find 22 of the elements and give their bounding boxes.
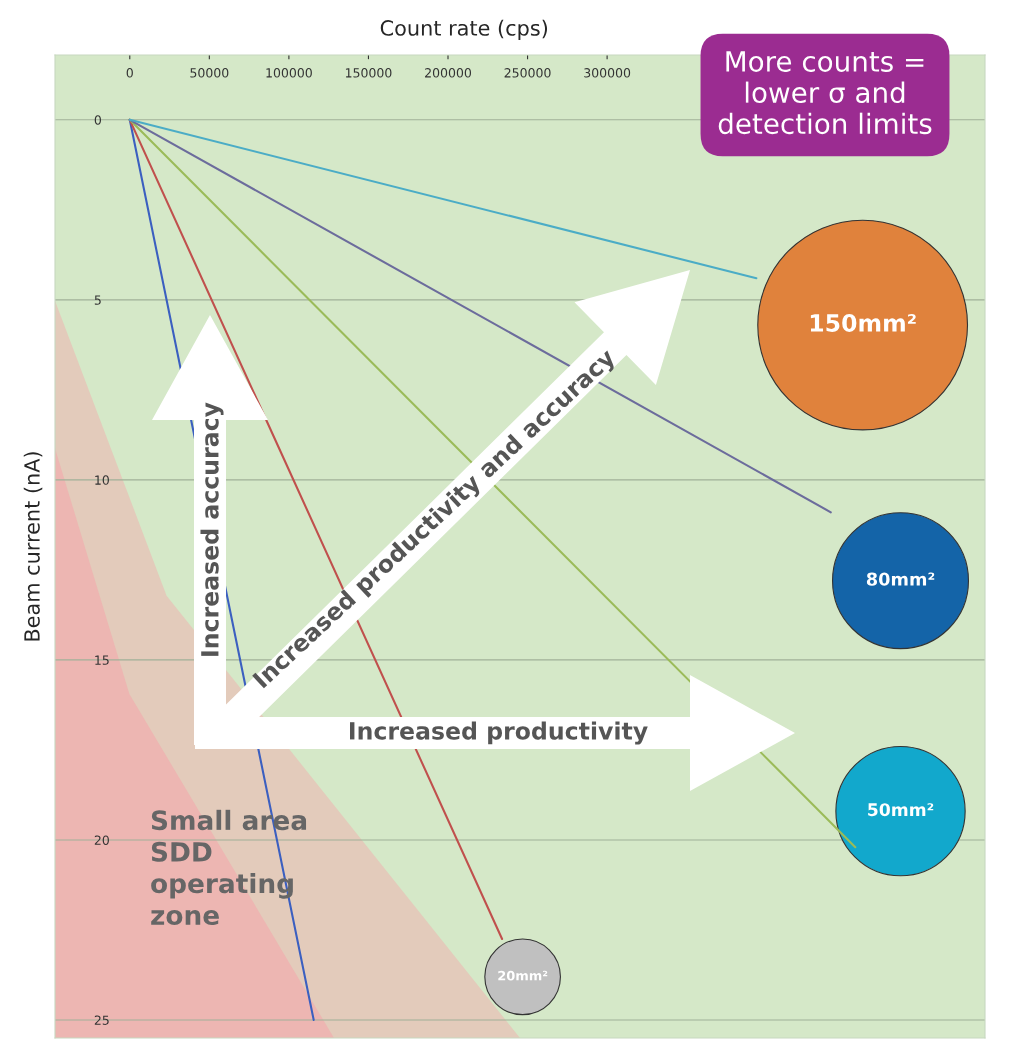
y-axis-title: Beam current (nA) xyxy=(23,452,43,641)
y-tick-label: 5 xyxy=(94,295,101,305)
x-tick-label: 300000 xyxy=(584,68,631,78)
x-tick-label: 200000 xyxy=(425,68,472,78)
x-tick-label: 100000 xyxy=(266,68,312,78)
annotation: 50mm² xyxy=(868,803,934,817)
x-tick-label: 250000 xyxy=(504,68,551,78)
annotation: More counts = lower σ and detection limits xyxy=(718,51,932,135)
y-tick-label: 0 xyxy=(94,115,102,125)
x-axis-title: Count rate (cps) xyxy=(380,19,548,40)
x-tick-label: 50000 xyxy=(190,68,229,78)
y-tick-label: 15 xyxy=(95,655,109,665)
annotation: 80mm² xyxy=(866,572,935,586)
x-tick-label: 0 xyxy=(126,68,133,78)
annotation: Increased accuracy xyxy=(200,402,224,656)
annotation: 150mm² xyxy=(810,314,916,332)
annotation: 20mm² xyxy=(498,970,548,981)
y-tick-label: 25 xyxy=(94,1015,109,1025)
y-tick-label: 10 xyxy=(95,475,109,485)
y-tick-label: 20 xyxy=(94,835,109,845)
x-tick-label: 150000 xyxy=(345,68,392,78)
annotation: Increased productivity xyxy=(349,721,648,745)
